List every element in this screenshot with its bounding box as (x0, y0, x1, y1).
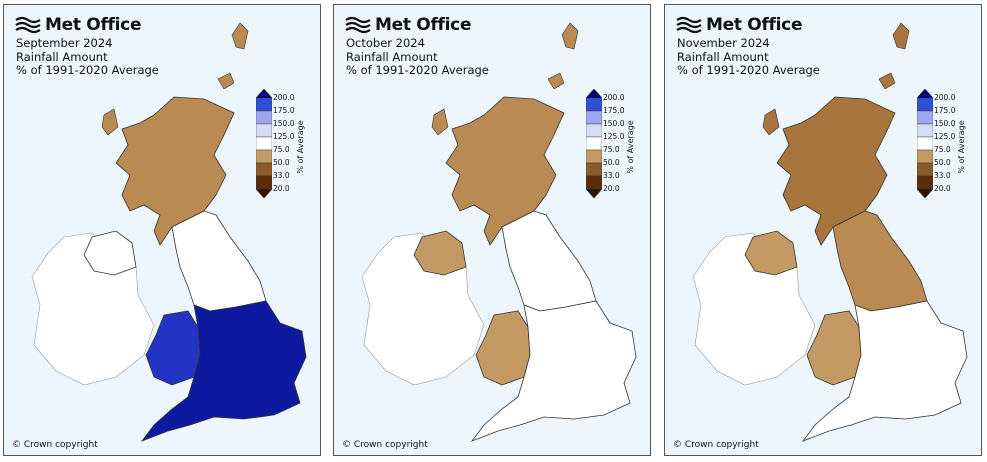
map-title-block: September 2024 Rainfall Amount% of 1991-2… (16, 36, 159, 78)
wales-region (475, 310, 531, 386)
shetland-islands (892, 22, 910, 50)
uk-rainfall-map (692, 22, 968, 442)
legend-colorbar (586, 89, 602, 199)
scotland-region (776, 96, 896, 246)
legend-tick-label: 20.0 (603, 184, 620, 193)
map-month: October 2024 (346, 36, 425, 50)
legend-colorbar (917, 89, 933, 199)
map-baseline: % of 1991-2020 Average (346, 63, 489, 77)
copyright-notice: © Crown copyright (342, 440, 428, 450)
western-isles (762, 108, 780, 136)
map-metric: Rainfall Amount (16, 49, 108, 64)
rainfall-legend: 200.0 175.0 150.0 125.0 75.0 50.0 33.0 20.0 % of… (256, 89, 306, 205)
legend-tick-label: 125.0 (603, 132, 625, 141)
legend-tick-label: 33.0 (934, 171, 951, 180)
legend-tick-label: 50.0 (934, 158, 951, 167)
scotland-region (115, 96, 235, 246)
legend-tick-label: 125.0 (273, 132, 295, 141)
legend-tick-label: 75.0 (603, 145, 620, 154)
legend-tick-label: 50.0 (273, 158, 290, 167)
legend-unit-label: % of Average (957, 120, 966, 174)
legend-tick-label: 50.0 (603, 158, 620, 167)
legend-tick-label: 200.0 (934, 93, 956, 102)
legend-tick-label: 33.0 (273, 171, 290, 180)
shetland-islands (231, 22, 249, 50)
met-office-wave-icon (345, 16, 371, 34)
southern-england-region (801, 300, 968, 442)
legend-tick-label: 33.0 (603, 171, 620, 180)
copyright-notice: © Crown copyright (12, 440, 98, 450)
map-month: September 2024 (16, 36, 113, 50)
legend-tick-label: 125.0 (934, 132, 956, 141)
map-panel: Met Office November 2024 Rainfall Amount% … (664, 4, 982, 456)
legend-unit-label: % of Average (296, 120, 305, 174)
legend-tick-label: 200.0 (603, 93, 625, 102)
map-panel: Met Office October 2024 Rainfall Amount% o… (333, 4, 651, 456)
legend-tick-label: 150.0 (934, 119, 956, 128)
brand-name: Met Office (375, 15, 472, 35)
map-metric: Rainfall Amount (677, 49, 769, 64)
map-month: November 2024 (677, 36, 770, 50)
northern-ireland-region (413, 230, 467, 276)
legend-tick-label: 175.0 (934, 106, 956, 115)
met-office-logo: Met Office (676, 15, 802, 35)
legend-colorbar (256, 89, 272, 199)
legend-tick-label: 150.0 (273, 119, 295, 128)
western-isles (101, 108, 119, 136)
legend-tick-label: 175.0 (273, 106, 295, 115)
rainfall-legend: 200.0 175.0 150.0 125.0 75.0 50.0 33.0 20.0 % of… (917, 89, 967, 205)
northern-ireland-region (83, 230, 137, 276)
scotland-region (445, 96, 565, 246)
brand-name: Met Office (45, 15, 142, 35)
legend-tick-label: 150.0 (603, 119, 625, 128)
shetland-islands (561, 22, 579, 50)
orkney-islands (217, 72, 235, 90)
met-office-logo: Met Office (345, 15, 471, 35)
map-title-block: November 2024 Rainfall Amount% of 1991-20… (677, 36, 820, 78)
orkney-islands (878, 72, 896, 90)
uk-rainfall-map (361, 22, 637, 442)
met-office-wave-icon (15, 16, 41, 34)
legend-unit-label: % of Average (626, 120, 635, 174)
map-baseline: % of 1991-2020 Average (677, 63, 820, 77)
northern-england-region (501, 210, 597, 312)
western-isles (431, 108, 449, 136)
wales-region (806, 310, 862, 386)
rainfall-legend: 200.0 175.0 150.0 125.0 75.0 50.0 33.0 20.0 % of… (586, 89, 636, 205)
orkney-islands (547, 72, 565, 90)
legend-tick-label: 20.0 (934, 184, 951, 193)
met-office-logo: Met Office (15, 15, 141, 35)
northern-england-region (832, 210, 928, 312)
met-office-wave-icon (676, 16, 702, 34)
legend-tick-label: 75.0 (273, 145, 290, 154)
uk-rainfall-map (31, 22, 307, 442)
map-title-block: October 2024 Rainfall Amount% of 1991-202… (346, 36, 489, 78)
map-panel: Met Office September 2024 Rainfall Amount%… (3, 4, 321, 456)
copyright-notice: © Crown copyright (673, 440, 759, 450)
northern-ireland-region (744, 230, 798, 276)
map-baseline: % of 1991-2020 Average (16, 63, 159, 77)
legend-tick-label: 75.0 (934, 145, 951, 154)
brand-name: Met Office (706, 15, 803, 35)
northern-england-region (171, 210, 267, 312)
southern-england-region (470, 300, 637, 442)
map-metric: Rainfall Amount (346, 49, 438, 64)
legend-tick-label: 200.0 (273, 93, 295, 102)
legend-tick-label: 20.0 (273, 184, 290, 193)
wales-region (145, 310, 201, 386)
legend-tick-label: 175.0 (603, 106, 625, 115)
southern-england-region (140, 300, 307, 442)
